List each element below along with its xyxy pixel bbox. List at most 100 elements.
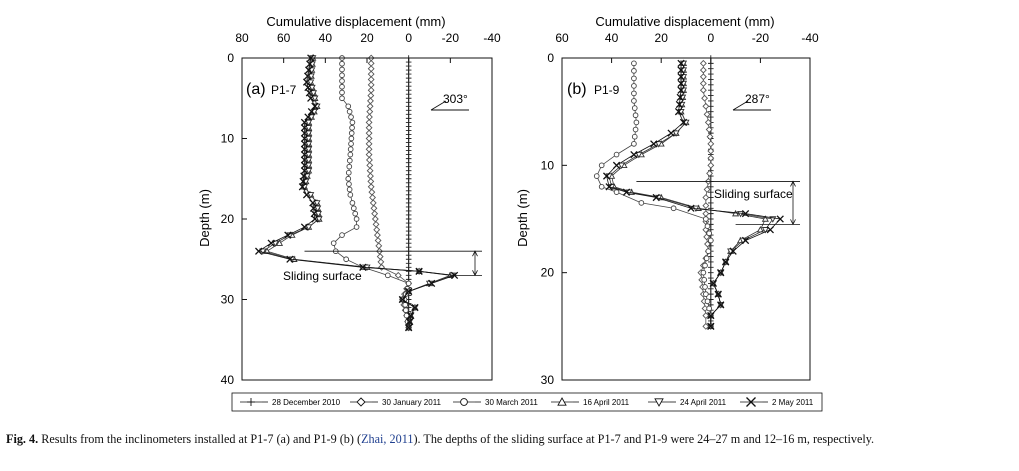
data-point [679,118,688,127]
data-point [346,163,353,170]
y-tick-label: 20 [221,212,235,226]
data-point [365,156,373,164]
data-point [309,90,318,97]
data-point [761,227,769,234]
data-point [311,95,319,102]
data-point [343,256,349,263]
data-point [706,133,714,141]
data-point [302,78,311,86]
data-point [708,253,714,260]
data-point [267,239,275,247]
data-point [708,82,714,88]
caption-citation-link[interactable]: Zhai, 2011 [361,432,414,446]
data-point [708,87,714,93]
legend-marker [746,397,756,407]
data-point [708,216,714,222]
data-point [373,231,381,239]
panel-a-plot-border [241,57,493,381]
panel-b-chart: Cumulative displacement (mm) Depth (m) 6… [515,14,819,387]
caption-text-start: Results from the inclinometers installed… [38,432,362,446]
data-point [706,305,712,312]
data-point [403,307,409,314]
x-tick-label: -40 [483,31,501,45]
series-plus [708,55,714,330]
series-cross [255,54,459,332]
data-point [703,216,709,222]
data-point [630,150,638,159]
data-point [705,126,713,133]
data-point [330,240,337,246]
data-point [307,79,315,86]
legend-marker [654,398,664,407]
data-point [676,93,684,102]
sliding-arrowheads [790,180,796,226]
panel-b-x-title: Cumulative displacement (mm) [595,14,774,29]
data-point [741,209,750,218]
data-point [708,200,714,206]
panel-b-y-ticks: 0 10 20 30 [541,51,567,387]
data-point [369,194,376,201]
data-point [632,126,639,133]
data-point [703,255,710,262]
x-tick-label: 40 [319,31,333,45]
data-point [761,215,769,222]
data-point [315,216,323,223]
panel-a-y-title: Depth (m) [197,189,212,247]
data-point [705,248,712,255]
data-point [365,151,373,159]
data-point [311,215,319,223]
data-point [703,110,711,118]
data-point [305,89,314,97]
series-cross [602,59,784,330]
data-point [602,172,611,180]
x-tick-label: 20 [655,31,669,45]
data-point [708,108,714,115]
data-point [385,272,391,279]
legend-item-triangle-down: 24 April 2011 [648,398,727,407]
data-point [306,60,314,68]
data-point [407,311,415,320]
data-point [702,284,708,290]
data-point [303,72,312,80]
data-point [633,119,640,126]
data-point [702,322,710,330]
data-point [371,215,379,223]
data-point [300,156,309,164]
panel-b-plot-border [561,57,811,381]
data-point [708,76,714,83]
panel-a-x-ticks: 80 60 40 20 0 -20 -40 [235,31,501,63]
panel-b-frame [561,57,811,381]
data-point [699,86,707,94]
panel-a-direction-arrow [430,100,469,111]
data-point [305,135,313,143]
data-point [345,103,352,110]
data-point [405,324,413,332]
data-point [631,90,637,97]
data-point [300,145,309,153]
data-point [353,216,360,222]
data-point [307,108,316,116]
data-point [708,60,714,67]
data-point [378,263,386,271]
panel-a-series-group [255,54,459,332]
data-point [702,210,710,218]
panel-b-sliding-surface-marker [636,180,800,226]
legend-label: 30 January 2011 [382,398,442,407]
data-point [367,183,375,191]
data-point [677,73,685,81]
data-point [398,295,407,304]
y-tick-label: 30 [541,373,555,387]
data-point [346,157,353,164]
caption-label: Fig. 4. [6,432,39,446]
data-point [339,95,345,102]
data-point [699,80,707,87]
data-point [708,275,714,281]
data-point [369,199,377,207]
legend-item-triangle-up: 16 April 2011 [551,397,630,407]
x-tick-label: 60 [277,31,291,45]
panel-a-direction: 303° [443,92,468,106]
data-point [701,276,708,283]
data-point [631,75,637,82]
data-point [631,60,637,67]
y-tick-label: 0 [227,51,234,65]
